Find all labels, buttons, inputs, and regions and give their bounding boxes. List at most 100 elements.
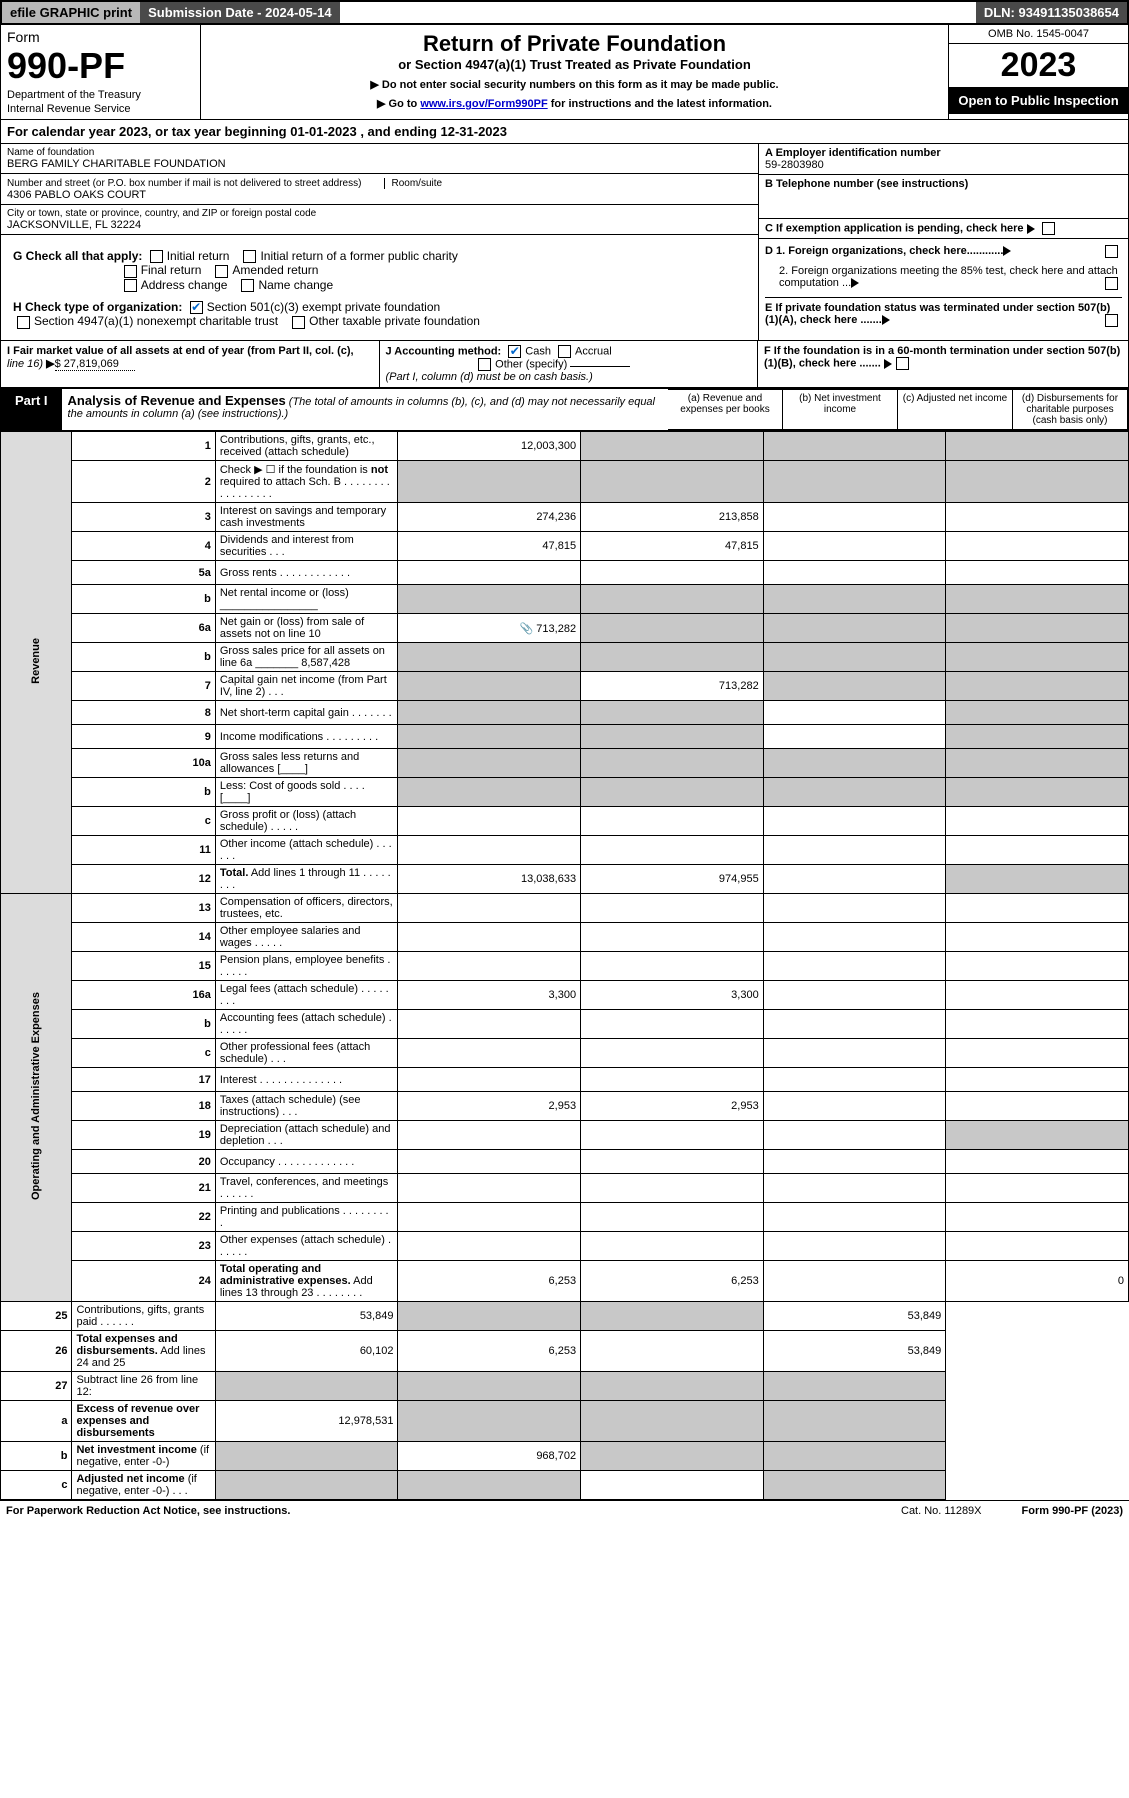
c-exemption-label: C If exemption application is pending, c… xyxy=(765,222,1024,234)
line-desc: Other income (attach schedule) . . . . .… xyxy=(215,836,398,865)
table-row: 14Other employee salaries and wages . . … xyxy=(1,923,1129,952)
line-desc: Net rental income or (loss) ____________… xyxy=(215,585,398,614)
amount-cell xyxy=(581,1442,764,1471)
amount-cell xyxy=(398,561,581,585)
amount-cell xyxy=(398,1203,581,1232)
c-checkbox[interactable] xyxy=(1042,222,1055,235)
amount-cell xyxy=(946,865,1129,894)
amount-cell xyxy=(946,614,1129,643)
amount-cell xyxy=(763,981,946,1010)
line-number: 27 xyxy=(1,1372,72,1401)
amount-cell xyxy=(398,1302,581,1331)
submission-date: Submission Date - 2024-05-14 xyxy=(140,2,340,23)
g-name-change[interactable] xyxy=(241,279,254,292)
amount-cell xyxy=(946,643,1129,672)
amount-cell: 60,102 xyxy=(215,1331,398,1372)
amount-cell xyxy=(581,778,764,807)
table-row: 20Occupancy . . . . . . . . . . . . . xyxy=(1,1150,1129,1174)
amount-cell xyxy=(946,1203,1129,1232)
amount-cell xyxy=(763,1039,946,1068)
line-number: 5a xyxy=(72,561,215,585)
amount-cell xyxy=(946,561,1129,585)
attachment-icon[interactable]: 📎 xyxy=(520,623,534,635)
amount-cell xyxy=(946,672,1129,701)
line-desc: Interest . . . . . . . . . . . . . . xyxy=(215,1068,398,1092)
f-checkbox[interactable] xyxy=(896,357,909,370)
g-initial-former[interactable] xyxy=(243,250,256,263)
d2-checkbox[interactable] xyxy=(1105,277,1118,290)
amount-cell xyxy=(763,1010,946,1039)
amount-cell xyxy=(946,836,1129,865)
d1-checkbox[interactable] xyxy=(1105,245,1118,258)
line-desc: Other expenses (attach schedule) . . . .… xyxy=(215,1232,398,1261)
col-a-hdr: (a) Revenue and expenses per books xyxy=(668,389,783,430)
amount-cell: 6,253 xyxy=(581,1261,764,1302)
table-row: 17Interest . . . . . . . . . . . . . . xyxy=(1,1068,1129,1092)
j-other[interactable] xyxy=(478,358,491,371)
amount-cell xyxy=(763,1261,946,1302)
i-label: I Fair market value of all assets at end… xyxy=(7,345,354,357)
amount-cell xyxy=(946,749,1129,778)
amount-cell: 974,955 xyxy=(581,865,764,894)
amount-cell xyxy=(398,1010,581,1039)
amount-cell xyxy=(581,1331,764,1372)
line-desc: Gross profit or (loss) (attach schedule)… xyxy=(215,807,398,836)
amount-cell xyxy=(946,1068,1129,1092)
line-desc: Gross sales price for all assets on line… xyxy=(215,643,398,672)
amount-cell xyxy=(763,503,946,532)
amount-cell xyxy=(398,701,581,725)
h-501c3[interactable] xyxy=(190,301,203,314)
line-number: 13 xyxy=(72,894,215,923)
h-4947[interactable] xyxy=(17,316,30,329)
table-row: 18Taxes (attach schedule) (see instructi… xyxy=(1,1092,1129,1121)
amount-cell xyxy=(763,1121,946,1150)
e-checkbox[interactable] xyxy=(1105,314,1118,327)
amount-cell xyxy=(763,865,946,894)
amount-cell xyxy=(398,778,581,807)
street-address: 4306 PABLO OAKS COURT xyxy=(7,189,752,201)
cat-no: Cat. No. 11289X xyxy=(901,1505,982,1517)
amount-cell xyxy=(763,1203,946,1232)
amount-cell xyxy=(398,461,581,503)
amount-cell xyxy=(763,836,946,865)
amount-cell: 274,236 xyxy=(398,503,581,532)
line-desc: Subtract line 26 from line 12: xyxy=(72,1372,215,1401)
h-other-taxable[interactable] xyxy=(292,316,305,329)
line-desc: Contributions, gifts, grants paid . . . … xyxy=(72,1302,215,1331)
table-row: 12Total. Add lines 1 through 11 . . . . … xyxy=(1,865,1129,894)
form-number: 990-PF xyxy=(7,45,194,87)
j-accrual[interactable] xyxy=(558,345,571,358)
irs-link[interactable]: www.irs.gov/Form990PF xyxy=(420,98,547,110)
g-h-block: G Check all that apply: Initial return I… xyxy=(0,239,1129,341)
expenses-label: Operating and Administrative Expenses xyxy=(30,992,42,1200)
col-d-hdr: (d) Disbursements for charitable purpose… xyxy=(1013,389,1128,430)
efile-label[interactable]: efile GRAPHIC print xyxy=(2,2,140,23)
line-number: c xyxy=(72,807,215,836)
tax-year: 2023 xyxy=(949,44,1128,87)
g-initial-return[interactable] xyxy=(150,250,163,263)
amount-cell xyxy=(763,1150,946,1174)
line-number: 7 xyxy=(72,672,215,701)
g-amended[interactable] xyxy=(215,265,228,278)
amount-cell xyxy=(763,585,946,614)
amount-cell xyxy=(763,643,946,672)
amount-cell xyxy=(946,778,1129,807)
amount-cell xyxy=(946,585,1129,614)
amount-cell xyxy=(581,461,764,503)
g-final-return[interactable] xyxy=(124,265,137,278)
line-number: 9 xyxy=(72,725,215,749)
line-desc: Gross sales less returns and allowances … xyxy=(215,749,398,778)
amount-cell xyxy=(581,1401,764,1442)
amount-cell xyxy=(946,1121,1129,1150)
name-label: Name of foundation xyxy=(7,147,752,158)
amount-cell xyxy=(398,1232,581,1261)
j-cash[interactable] xyxy=(508,345,521,358)
amount-cell xyxy=(763,894,946,923)
amount-cell xyxy=(946,1010,1129,1039)
g-address-change[interactable] xyxy=(124,279,137,292)
top-bar: efile GRAPHIC print Submission Date - 20… xyxy=(0,0,1129,25)
amount-cell: 0 xyxy=(946,1261,1129,1302)
line-desc: Compensation of officers, directors, tru… xyxy=(215,894,398,923)
amount-cell: 📎 713,282 xyxy=(398,614,581,643)
line-desc: Total. Add lines 1 through 11 . . . . . … xyxy=(215,865,398,894)
